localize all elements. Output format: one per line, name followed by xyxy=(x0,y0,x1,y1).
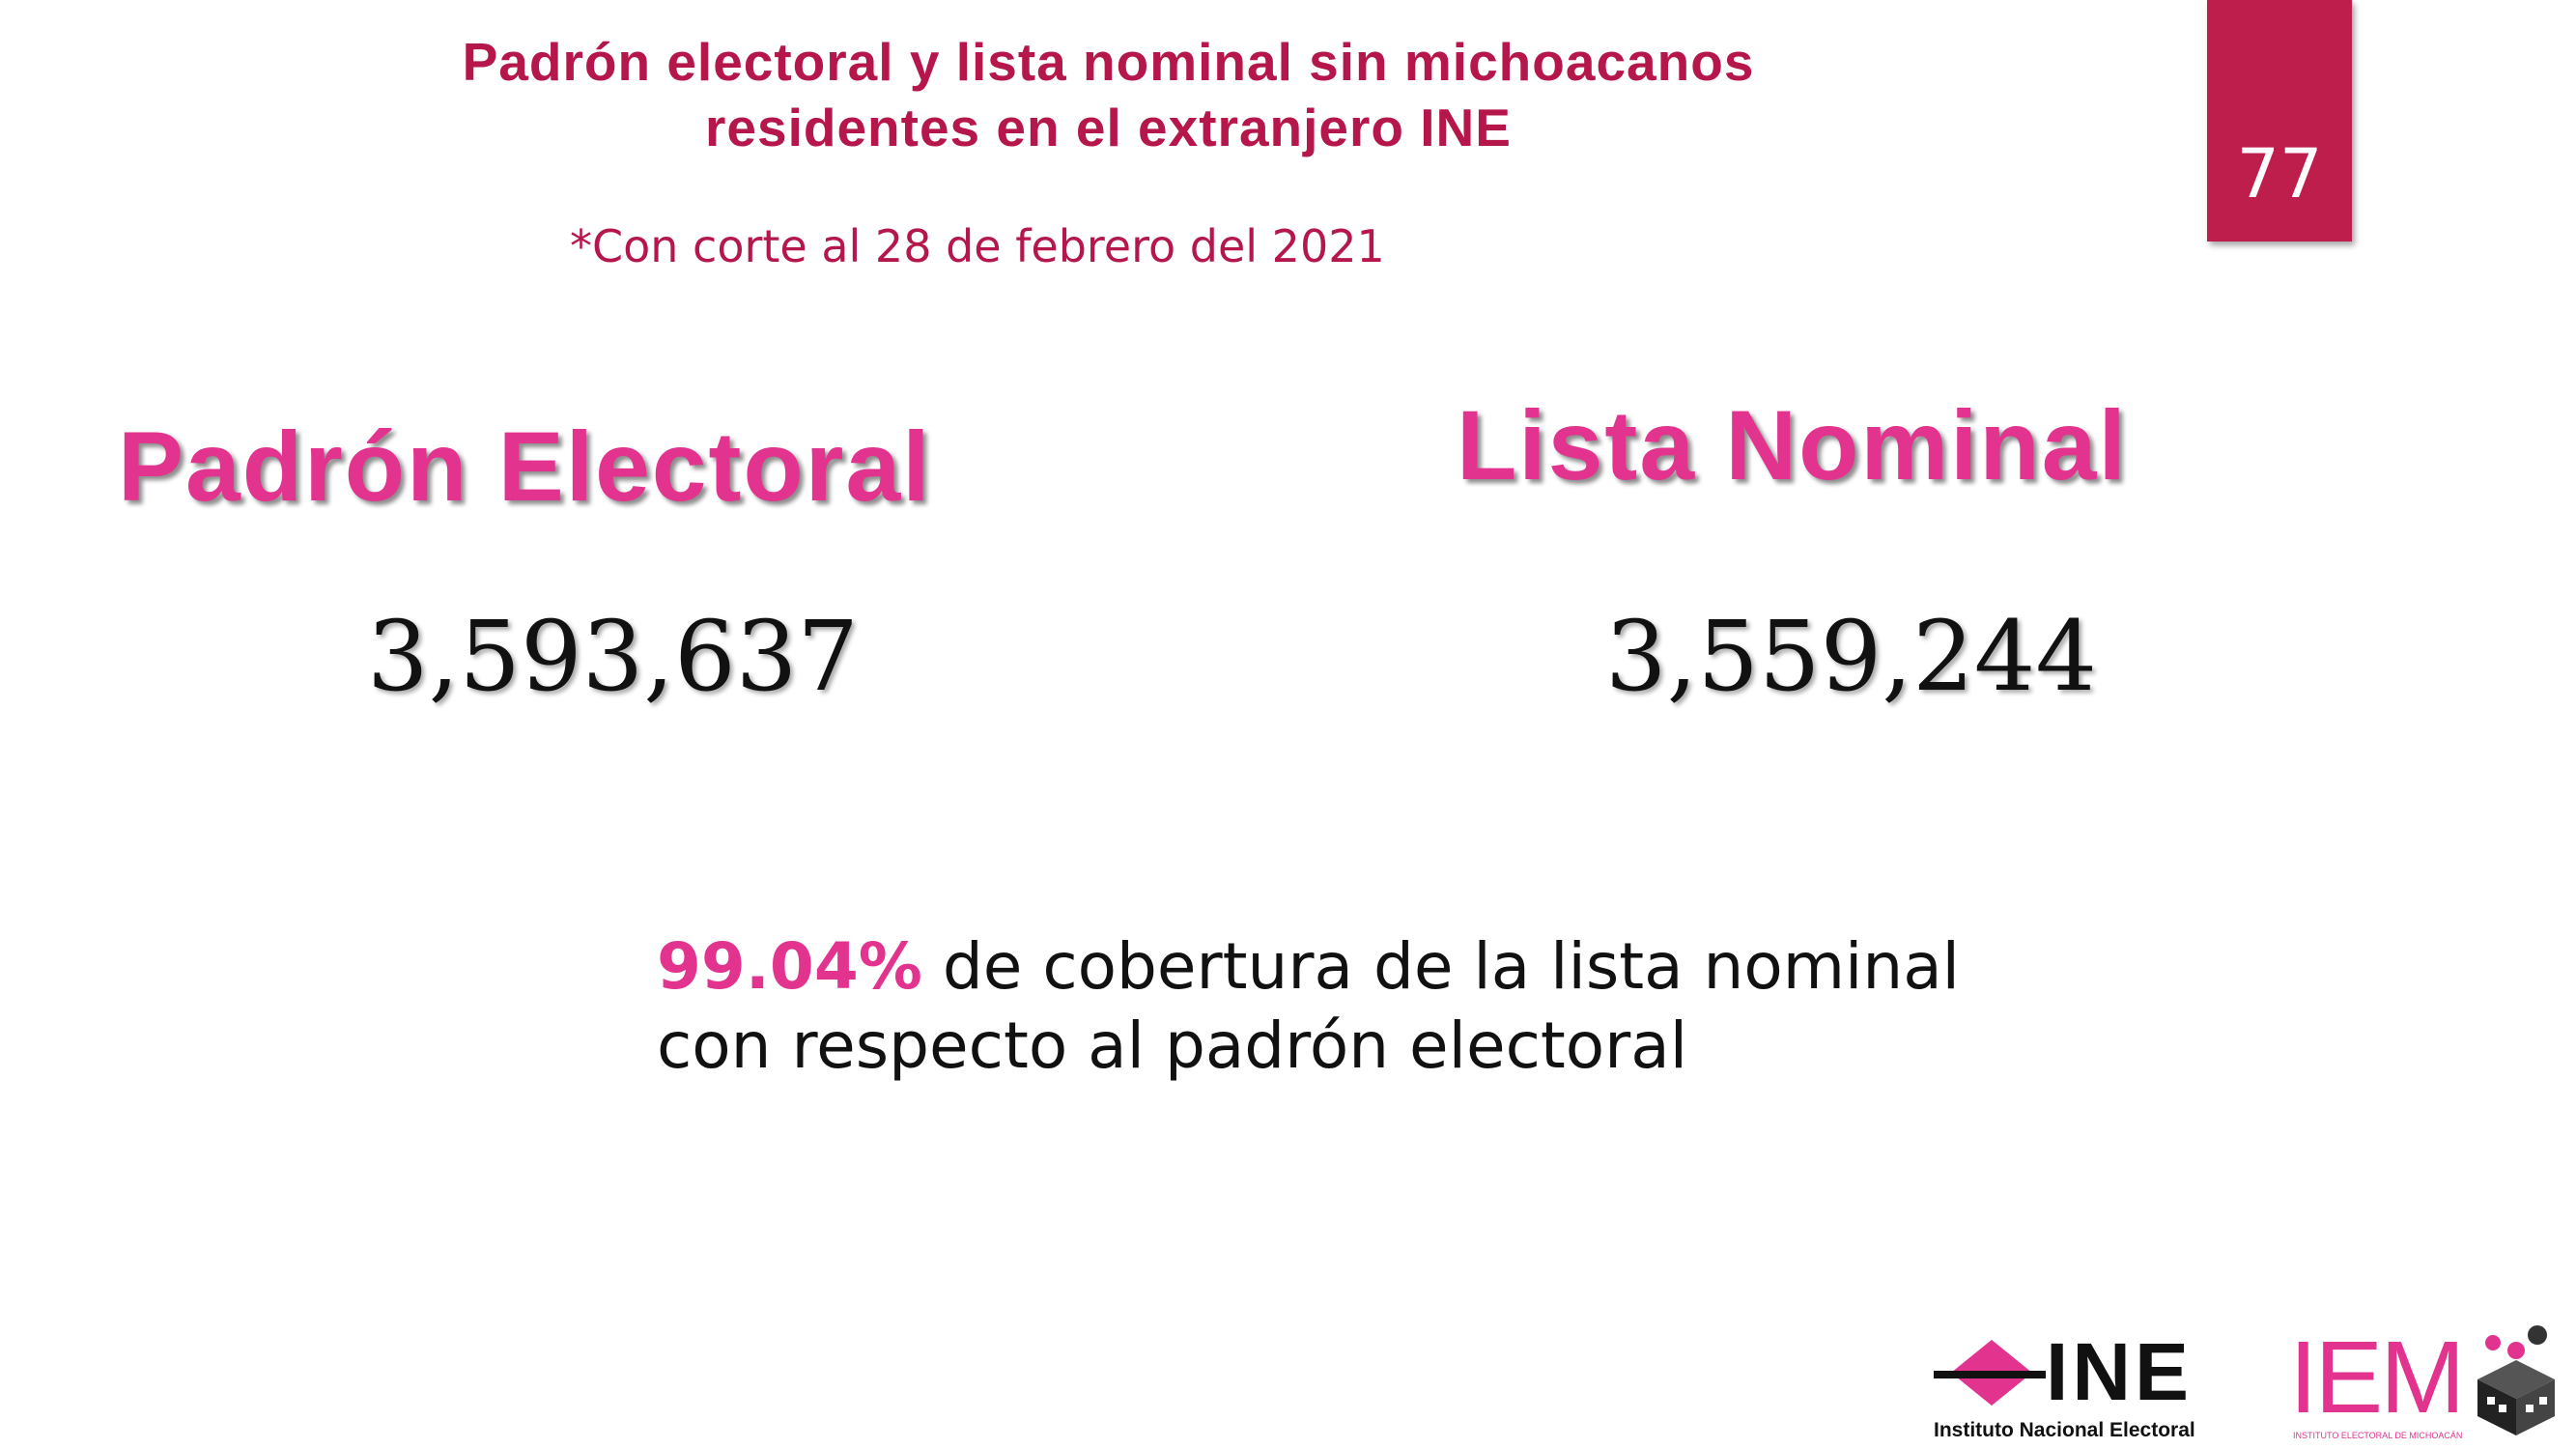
title-line-1: Padrón electoral y lista nominal sin mic… xyxy=(462,32,1755,92)
page-number-badge: 77 xyxy=(2207,0,2352,242)
iem-caption: INSTITUTO ELECTORAL DE MICHOACÁN xyxy=(2293,1431,2463,1440)
padron-electoral-value: 3,593,637 xyxy=(367,600,859,713)
coverage-line-1: 99.04% de cobertura de la lista nominal xyxy=(657,927,2009,1007)
ine-diamond-icon xyxy=(1934,1340,2046,1406)
iem-logo: IEM INSTITUTO ELECTORAL DE MICHOACÁN xyxy=(2289,1321,2569,1447)
coverage-text-1: de cobertura de la lista nominal xyxy=(942,929,1960,1004)
title-line-2: residentes en el extranjero INE xyxy=(705,98,1512,157)
lista-nominal-value: 3,559,244 xyxy=(1605,600,2097,713)
cut-date-note: *Con corte al 28 de febrero del 2021 xyxy=(570,220,1385,272)
slide-title: Padrón electoral y lista nominal sin mic… xyxy=(241,29,1975,160)
ine-logo: INE Instituto Nacional Electoral xyxy=(1932,1328,2265,1444)
lista-nominal-heading: Lista Nominal xyxy=(1457,390,2128,500)
coverage-text-2: con respecto al padrón electoral xyxy=(657,1009,1688,1083)
page-number: 77 xyxy=(2236,134,2323,213)
iem-letters: IEM xyxy=(2289,1321,2465,1435)
padron-electoral-heading: Padrón Electoral xyxy=(118,412,932,522)
ine-letters: INE xyxy=(2046,1326,2194,1417)
ine-caption: Instituto Nacional Electoral xyxy=(1934,1419,2195,1441)
coverage-statement: 99.04% de cobertura de la lista nominal … xyxy=(657,927,2009,1086)
iem-ballot-box-icon xyxy=(2477,1325,2555,1435)
coverage-percent: 99.04% xyxy=(657,929,922,1004)
